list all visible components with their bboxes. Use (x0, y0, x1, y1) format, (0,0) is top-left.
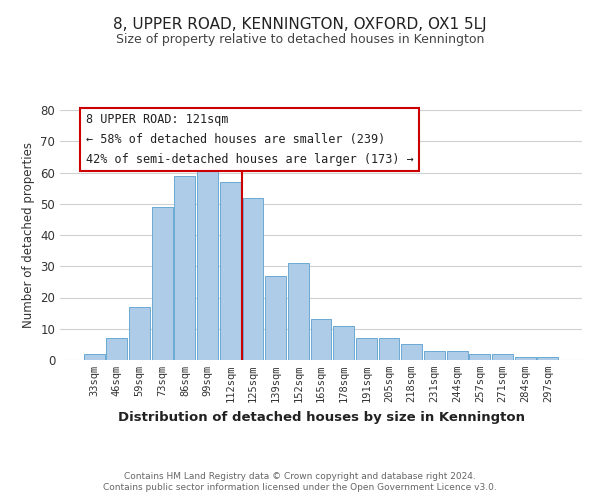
Bar (424, 350, 445, 360)
Bar (446, 350, 467, 360)
Text: 8, UPPER ROAD, KENNINGTON, OXFORD, OX1 5LJ: 8, UPPER ROAD, KENNINGTON, OXFORD, OX1 5… (113, 18, 487, 32)
Bar (311, 320, 331, 360)
Bar (106, 338, 127, 360)
Y-axis label: Number of detached properties: Number of detached properties (22, 142, 35, 328)
Bar (401, 344, 422, 360)
X-axis label: Distribution of detached houses by size in Kennington: Distribution of detached houses by size … (118, 410, 524, 424)
Bar (469, 354, 490, 360)
Bar (175, 176, 196, 360)
Bar (538, 357, 558, 360)
Text: Contains public sector information licensed under the Open Government Licence v3: Contains public sector information licen… (103, 484, 497, 492)
Bar (129, 307, 150, 360)
Bar (220, 182, 241, 360)
Bar (492, 354, 513, 360)
Bar (515, 357, 536, 360)
Bar (379, 338, 400, 360)
Bar (242, 198, 263, 360)
Text: Size of property relative to detached houses in Kennington: Size of property relative to detached ho… (116, 32, 484, 46)
Text: Contains HM Land Registry data © Crown copyright and database right 2024.: Contains HM Land Registry data © Crown c… (124, 472, 476, 481)
Bar (288, 263, 309, 360)
Bar (152, 207, 173, 360)
Bar (333, 326, 354, 360)
Text: 8 UPPER ROAD: 121sqm
← 58% of detached houses are smaller (239)
42% of semi-deta: 8 UPPER ROAD: 121sqm ← 58% of detached h… (86, 113, 413, 166)
Bar (356, 338, 377, 360)
Bar (197, 166, 218, 360)
Bar (265, 276, 286, 360)
Bar (84, 354, 104, 360)
